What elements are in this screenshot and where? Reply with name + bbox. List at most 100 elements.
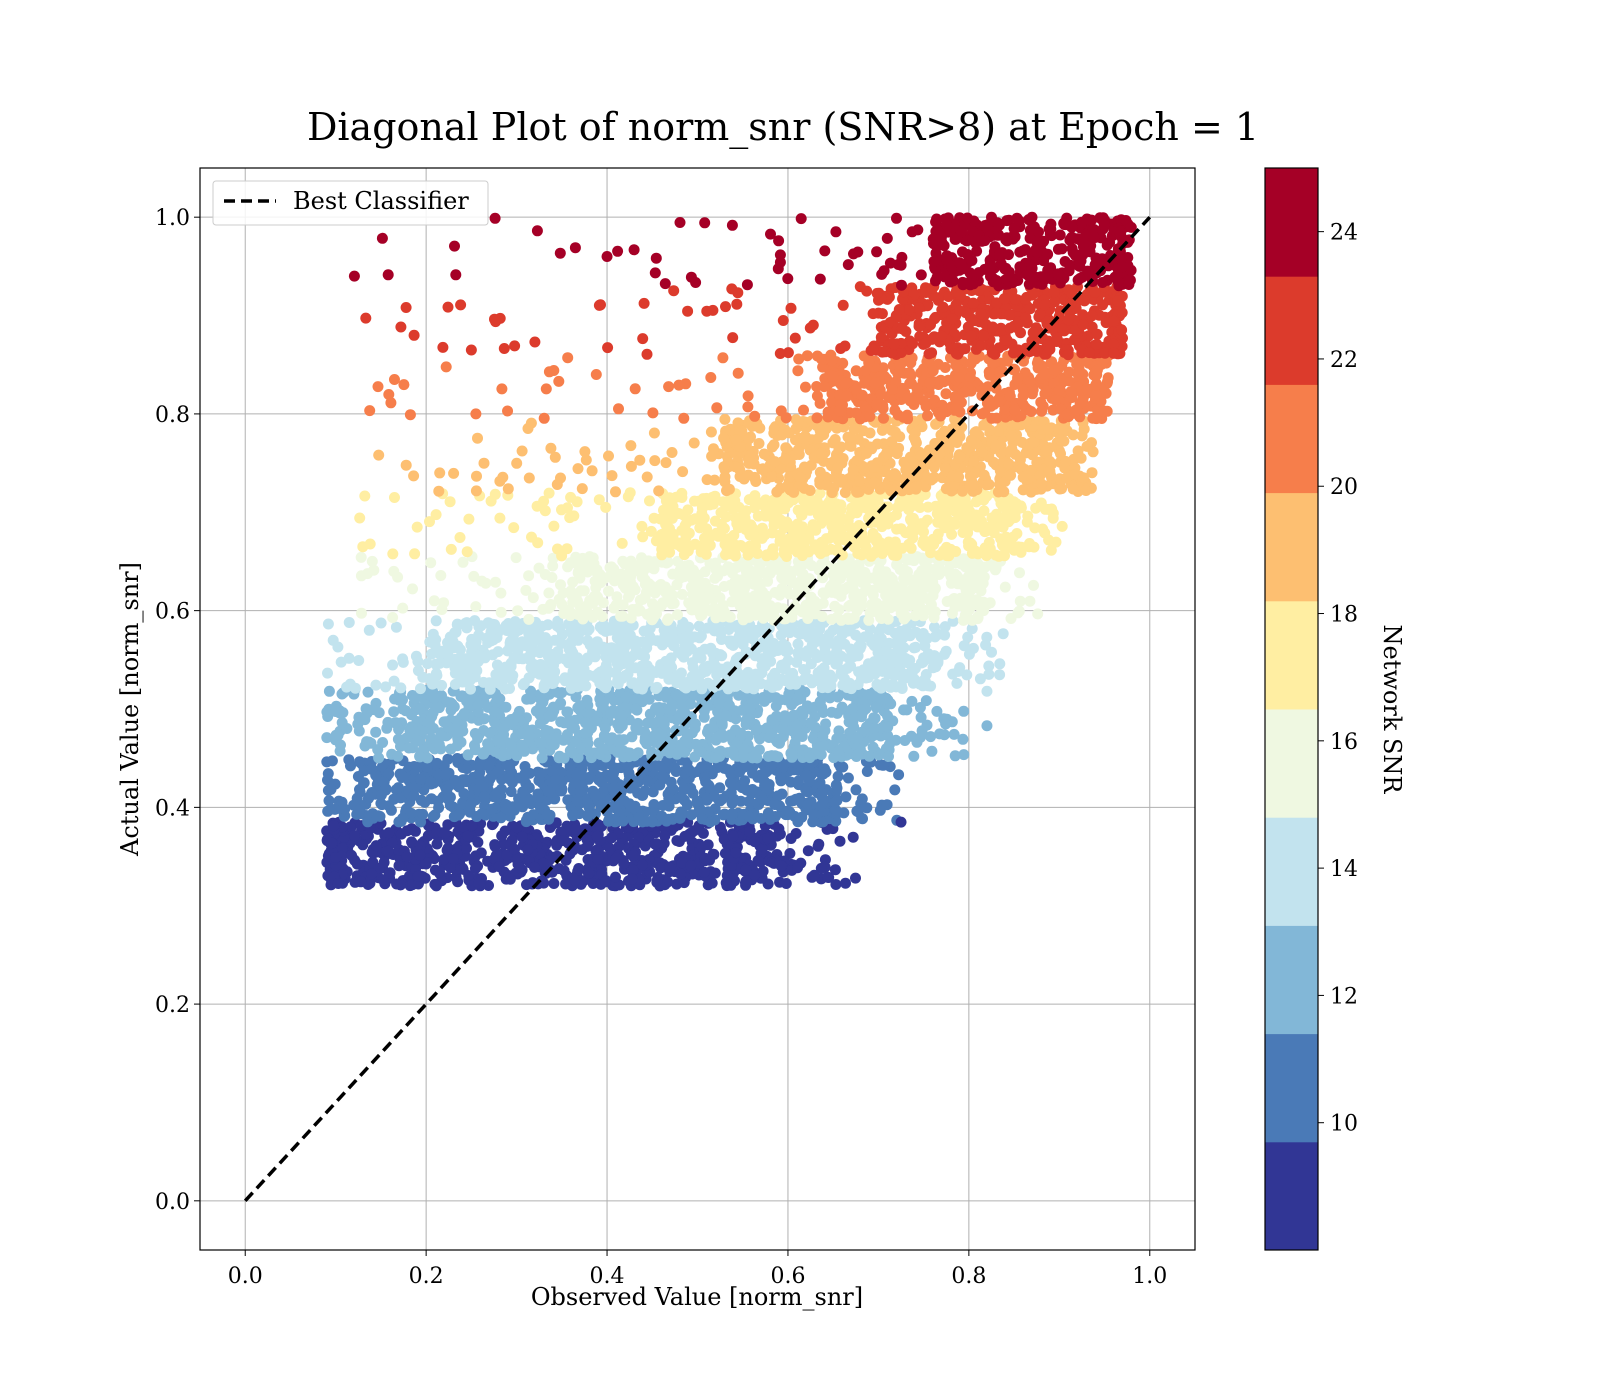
data-point xyxy=(452,876,464,888)
data-point xyxy=(476,808,488,820)
data-point xyxy=(357,839,369,851)
data-point xyxy=(882,721,894,733)
snr-band-6 xyxy=(373,413,1099,499)
data-point xyxy=(647,786,659,798)
data-point xyxy=(386,837,398,849)
data-point xyxy=(905,574,917,586)
data-point xyxy=(876,424,888,436)
data-point xyxy=(847,703,858,715)
data-point xyxy=(802,786,813,798)
snr-band-5 xyxy=(354,487,1068,562)
data-point xyxy=(649,838,661,850)
data-point xyxy=(892,642,904,654)
data-point xyxy=(850,872,861,884)
data-point xyxy=(495,812,507,824)
data-point xyxy=(349,876,361,888)
data-point xyxy=(433,739,445,750)
data-point xyxy=(766,714,778,726)
data-point xyxy=(752,548,763,559)
data-point xyxy=(639,590,651,602)
data-point xyxy=(373,752,385,764)
data-point xyxy=(796,705,808,717)
data-point xyxy=(651,635,663,647)
data-point xyxy=(607,651,619,663)
data-point xyxy=(837,761,849,773)
data-point xyxy=(842,565,854,577)
data-point xyxy=(563,604,575,616)
data-point xyxy=(610,599,622,611)
data-point xyxy=(606,642,618,654)
data-point xyxy=(881,646,893,658)
data-point xyxy=(791,720,803,731)
data-point xyxy=(425,793,437,805)
data-point xyxy=(794,566,806,578)
data-point xyxy=(425,557,437,569)
data-point xyxy=(997,628,1009,640)
data-point xyxy=(326,837,338,849)
data-point xyxy=(551,686,563,698)
data-point xyxy=(499,825,511,837)
data-point xyxy=(775,860,787,872)
data-point xyxy=(458,821,470,833)
data-point xyxy=(516,741,528,753)
data-point xyxy=(768,609,780,621)
data-point xyxy=(535,693,547,705)
data-point xyxy=(375,617,387,629)
data-point xyxy=(569,875,581,886)
data-point xyxy=(397,703,409,715)
data-point xyxy=(522,844,534,856)
data-point xyxy=(994,658,1006,670)
data-point xyxy=(651,875,663,887)
data-point xyxy=(677,746,689,758)
data-point xyxy=(864,427,876,439)
data-point xyxy=(494,512,506,524)
data-point xyxy=(861,802,873,814)
data-point xyxy=(390,621,402,633)
data-point xyxy=(929,631,941,643)
data-point xyxy=(587,761,599,773)
data-point xyxy=(983,668,995,680)
data-point xyxy=(729,580,740,592)
data-point xyxy=(565,637,577,649)
data-point xyxy=(380,783,392,795)
data-point xyxy=(500,701,512,713)
data-point xyxy=(415,683,426,695)
data-point xyxy=(474,650,485,662)
data-point xyxy=(748,492,760,504)
data-point xyxy=(681,799,693,811)
data-point xyxy=(382,845,394,857)
data-point xyxy=(663,813,674,825)
data-point xyxy=(605,708,617,720)
data-point xyxy=(727,503,739,515)
data-point xyxy=(454,532,466,543)
data-point xyxy=(818,662,830,674)
data-point xyxy=(583,669,595,681)
data-point xyxy=(666,598,678,610)
data-point xyxy=(629,584,641,596)
data-point xyxy=(833,604,845,616)
data-point xyxy=(719,847,731,859)
data-point xyxy=(504,683,515,694)
data-point xyxy=(725,768,737,780)
data-point xyxy=(750,749,762,761)
data-point xyxy=(598,695,610,707)
data-point xyxy=(478,791,490,803)
data-point xyxy=(548,659,559,671)
data-point xyxy=(792,862,803,874)
data-point xyxy=(447,636,459,647)
data-point xyxy=(409,548,421,560)
data-point xyxy=(826,706,838,718)
data-point xyxy=(546,765,558,777)
data-point xyxy=(534,768,546,780)
data-point xyxy=(925,731,937,743)
data-point xyxy=(1032,608,1044,620)
data-point xyxy=(409,693,421,705)
data-point xyxy=(834,731,846,743)
data-point xyxy=(689,495,700,507)
data-point xyxy=(617,815,629,827)
data-point xyxy=(389,693,401,705)
data-point xyxy=(486,803,498,815)
data-point xyxy=(574,786,586,798)
data-point xyxy=(893,769,905,781)
data-point xyxy=(802,845,814,857)
